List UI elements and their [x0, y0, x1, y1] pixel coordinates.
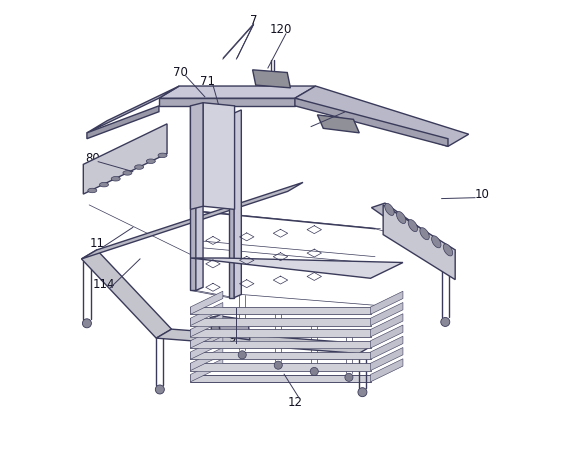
Polygon shape: [190, 307, 370, 314]
Polygon shape: [234, 110, 241, 298]
Ellipse shape: [123, 171, 132, 175]
Polygon shape: [190, 375, 370, 382]
Ellipse shape: [100, 183, 108, 187]
Text: 10: 10: [475, 188, 490, 201]
Circle shape: [310, 367, 318, 376]
Polygon shape: [370, 336, 403, 359]
Polygon shape: [159, 86, 316, 98]
Ellipse shape: [88, 188, 97, 193]
Circle shape: [238, 351, 246, 359]
Text: 70: 70: [173, 66, 188, 79]
Polygon shape: [370, 347, 403, 371]
Polygon shape: [317, 115, 359, 133]
Polygon shape: [190, 363, 370, 371]
Polygon shape: [370, 359, 403, 382]
Polygon shape: [190, 352, 370, 359]
Polygon shape: [190, 314, 223, 337]
Polygon shape: [295, 98, 448, 146]
Polygon shape: [370, 325, 403, 348]
Polygon shape: [210, 316, 220, 337]
Circle shape: [274, 361, 282, 369]
Text: 12: 12: [287, 396, 303, 410]
Polygon shape: [190, 341, 370, 348]
Ellipse shape: [443, 244, 453, 256]
Ellipse shape: [135, 165, 144, 169]
Circle shape: [441, 318, 450, 327]
Ellipse shape: [408, 220, 418, 231]
Polygon shape: [82, 250, 172, 338]
Polygon shape: [87, 106, 159, 139]
Polygon shape: [190, 318, 370, 326]
Ellipse shape: [431, 236, 441, 248]
Ellipse shape: [420, 228, 429, 240]
Polygon shape: [229, 113, 234, 298]
Text: 71: 71: [200, 75, 215, 88]
Text: 80: 80: [85, 152, 100, 164]
Polygon shape: [253, 70, 290, 88]
Ellipse shape: [158, 153, 167, 158]
Text: 81: 81: [331, 102, 345, 115]
Polygon shape: [190, 103, 203, 209]
Polygon shape: [190, 359, 223, 382]
Text: 11: 11: [89, 237, 104, 250]
Ellipse shape: [146, 159, 156, 164]
Polygon shape: [295, 86, 469, 146]
Text: 114: 114: [93, 278, 115, 291]
Polygon shape: [190, 329, 370, 337]
Ellipse shape: [385, 203, 394, 216]
Ellipse shape: [111, 177, 120, 181]
Polygon shape: [218, 316, 250, 340]
Polygon shape: [82, 183, 303, 259]
Polygon shape: [190, 303, 223, 326]
Polygon shape: [87, 86, 179, 133]
Polygon shape: [190, 336, 223, 359]
Ellipse shape: [397, 212, 406, 223]
Polygon shape: [190, 291, 223, 314]
Polygon shape: [159, 98, 295, 106]
Circle shape: [156, 385, 164, 394]
Polygon shape: [370, 303, 403, 326]
Polygon shape: [190, 106, 196, 290]
Polygon shape: [370, 314, 403, 337]
Text: 120: 120: [269, 23, 292, 36]
Circle shape: [345, 373, 353, 381]
Polygon shape: [203, 103, 235, 209]
Polygon shape: [372, 203, 455, 257]
Polygon shape: [190, 347, 223, 371]
Polygon shape: [370, 291, 403, 314]
Polygon shape: [196, 103, 203, 290]
Polygon shape: [190, 258, 403, 278]
Text: 9: 9: [228, 332, 235, 345]
Polygon shape: [190, 325, 223, 348]
Polygon shape: [383, 205, 455, 280]
Polygon shape: [83, 124, 167, 194]
Circle shape: [83, 319, 91, 328]
Text: 7: 7: [250, 14, 257, 27]
Circle shape: [358, 388, 367, 397]
Polygon shape: [156, 329, 374, 353]
